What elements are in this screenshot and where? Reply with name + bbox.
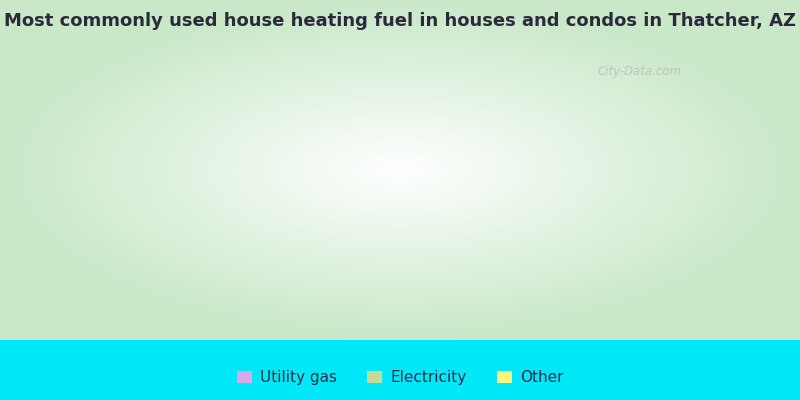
Wedge shape (226, 60, 542, 234)
Text: Most commonly used house heating fuel in houses and condos in Thatcher, AZ: Most commonly used house heating fuel in… (4, 12, 796, 30)
Text: City-Data.com: City-Data.com (598, 66, 682, 78)
Wedge shape (400, 225, 490, 234)
Wedge shape (400, 134, 574, 234)
Wedge shape (400, 182, 489, 234)
Legend: Utility gas, Electricity, Other: Utility gas, Electricity, Other (234, 367, 566, 388)
Wedge shape (310, 144, 473, 234)
Wedge shape (400, 217, 574, 234)
